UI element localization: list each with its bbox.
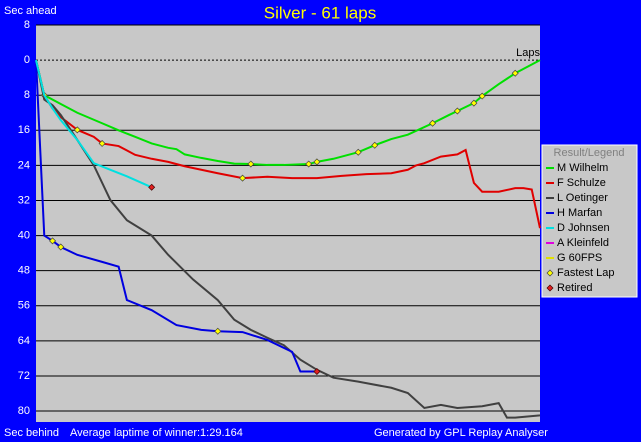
fastest-lap-marker bbox=[371, 141, 379, 149]
fastest-lap-marker bbox=[214, 327, 222, 335]
y-tick-label: 56 bbox=[18, 300, 30, 312]
series-line bbox=[35, 59, 541, 419]
y-tick-label: 32 bbox=[18, 194, 30, 206]
fastest-lap-marker bbox=[57, 243, 65, 251]
y-tick-label: 40 bbox=[18, 229, 30, 241]
plot-area bbox=[36, 25, 540, 422]
footer-right: Generated by GPL Replay Analyser bbox=[374, 427, 548, 439]
legend-label: Fastest Lap bbox=[557, 267, 614, 279]
y-tick-label: 48 bbox=[18, 265, 30, 277]
series-line bbox=[35, 59, 541, 229]
fastest-lap-marker bbox=[429, 119, 437, 127]
fastest-lap-marker bbox=[98, 139, 106, 147]
y-tick-label: 64 bbox=[18, 335, 30, 347]
y-tick-label: 8 bbox=[24, 19, 30, 31]
legend-label: A Kleinfeld bbox=[557, 237, 609, 249]
fastest-lap-marker bbox=[239, 174, 247, 182]
legend-swatch bbox=[546, 284, 554, 292]
fastest-lap-marker bbox=[453, 107, 461, 115]
series-line bbox=[35, 60, 317, 373]
y-tick-label: 24 bbox=[18, 159, 30, 171]
legend-label: Retired bbox=[557, 282, 592, 294]
y-label-top: Sec ahead bbox=[4, 5, 57, 17]
legend-box bbox=[541, 144, 638, 298]
legend-label: M Wilhelm bbox=[557, 162, 608, 174]
y-tick-label: 8 bbox=[24, 89, 30, 101]
fastest-lap-marker bbox=[478, 92, 486, 100]
legend-label: G 60FPS bbox=[557, 252, 602, 264]
y-label-bottom: Sec behind bbox=[4, 427, 59, 439]
retired-marker bbox=[313, 368, 321, 376]
fastest-lap-marker bbox=[354, 148, 362, 156]
fastest-lap-marker bbox=[305, 160, 313, 168]
y-tick-label: 80 bbox=[18, 405, 30, 417]
series-line bbox=[35, 59, 153, 189]
retired-marker bbox=[148, 183, 156, 191]
y-tick-label: 72 bbox=[18, 370, 30, 382]
legend-title: Result/Legend bbox=[554, 147, 625, 159]
legend-label: D Johnsen bbox=[557, 222, 610, 234]
fastest-lap-marker bbox=[73, 126, 81, 134]
chart-title: Silver - 61 laps bbox=[264, 3, 376, 22]
legend-label: H Marfan bbox=[557, 207, 602, 219]
legend-label: L Oetinger bbox=[557, 192, 608, 204]
legend-label: F Schulze bbox=[557, 177, 606, 189]
footer-center: Average laptime of winner:1:29.164 bbox=[70, 427, 243, 439]
fastest-lap-marker bbox=[470, 99, 478, 107]
y-tick-label: 0 bbox=[24, 54, 30, 66]
series-line bbox=[35, 59, 541, 166]
legend-swatch bbox=[546, 269, 554, 277]
y-tick-label: 16 bbox=[18, 124, 30, 136]
x-label: Laps bbox=[516, 47, 540, 59]
fastest-lap-marker bbox=[247, 160, 255, 168]
fastest-lap-marker bbox=[511, 69, 519, 77]
fastest-lap-marker bbox=[313, 158, 321, 166]
fastest-lap-marker bbox=[49, 237, 57, 245]
